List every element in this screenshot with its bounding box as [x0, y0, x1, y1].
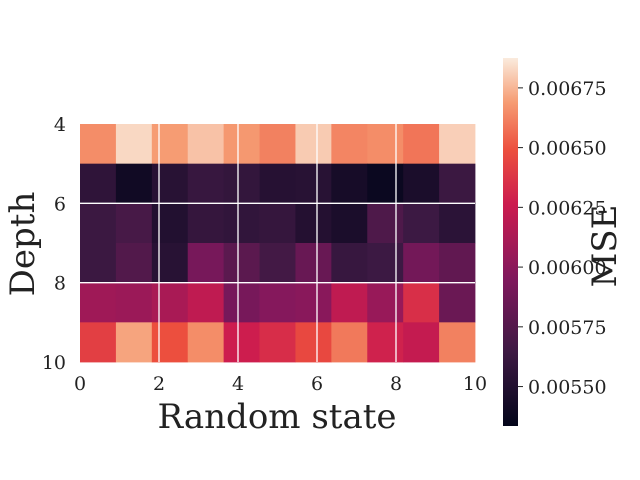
heatmap-cell [151, 163, 189, 204]
heatmap-cell [80, 282, 117, 323]
heatmap-cell [439, 203, 476, 244]
heatmap-cell [331, 163, 368, 204]
heatmap-cell [295, 282, 332, 323]
heatmap-cell [331, 243, 368, 284]
heatmap-cell [367, 243, 404, 284]
heatmap-cell [223, 203, 260, 244]
x-tick-label: 6 [311, 373, 323, 395]
x-axis-ticks: 0 2 4 6 8 10 [74, 373, 487, 395]
heatmap-cell [259, 322, 296, 363]
heatmap-cell [259, 282, 296, 323]
x-axis-title: Random state [158, 397, 397, 437]
heatmap-cell [331, 203, 368, 244]
heatmap-cell [115, 243, 153, 284]
x-tick-label: 10 [463, 373, 487, 395]
heatmap-cell [187, 322, 225, 363]
heatmap-cell [439, 282, 476, 323]
heatmap-cell [367, 282, 404, 323]
colorbar-tick-label: 0.00675 [528, 78, 607, 100]
heatmap-cell [187, 282, 225, 323]
colorbar-tick-label: 0.00550 [528, 377, 607, 399]
heatmap-cell [403, 203, 440, 244]
heatmap-cell [151, 203, 189, 244]
colorbar-tick-label: 0.00600 [528, 257, 607, 279]
colorbar-title: MSE [585, 205, 625, 288]
y-tick-label: 8 [54, 273, 66, 295]
heatmap-cell [223, 282, 260, 323]
colorbar-ticks: 0.00550 0.00575 0.00600 0.00625 0.00650 0.006… [518, 78, 607, 399]
heatmap-cell [295, 243, 332, 284]
colorbar-tick-label: 0.00650 [528, 138, 607, 160]
heatmap-cell [403, 163, 440, 204]
heatmap-cell [115, 322, 153, 363]
heatmap-cell [403, 124, 440, 165]
heatmap-cell [403, 282, 440, 323]
heatmap-cell [80, 163, 117, 204]
heatmap-grid [80, 124, 475, 362]
colorbar [503, 58, 518, 426]
x-tick-label: 2 [153, 373, 165, 395]
heatmap-cell [367, 322, 404, 363]
heatmap-cell [187, 163, 225, 204]
heatmap-cell [151, 243, 189, 284]
x-tick-label: 4 [232, 373, 244, 395]
heatmap-cell [187, 243, 225, 284]
x-tick-label: 8 [390, 373, 402, 395]
heatmap-cell [331, 322, 368, 363]
colorbar-tick-label: 0.00575 [528, 317, 607, 339]
heatmap-cell [259, 124, 296, 165]
heatmap-cell [331, 282, 368, 323]
heatmap-cell [403, 322, 440, 363]
heatmap-cell [439, 322, 476, 363]
heatmap-cell [259, 243, 296, 284]
heatmap-cell [151, 282, 189, 323]
heatmap-cell [295, 124, 332, 165]
heatmap-cell [439, 163, 476, 204]
heatmap-cell [259, 163, 296, 204]
heatmap-cell [115, 124, 153, 165]
heatmap-cell [187, 124, 225, 165]
heatmap-cell [403, 243, 440, 284]
heatmap-cell [259, 203, 296, 244]
heatmap-cell [223, 243, 260, 284]
heatmap-cell [115, 282, 153, 323]
heatmap-cell [367, 203, 404, 244]
y-tick-label: 10 [42, 352, 66, 374]
y-axis-ticks: 4 6 8 10 [42, 114, 66, 374]
heatmap-cell [367, 163, 404, 204]
heatmap-cell [223, 322, 260, 363]
y-tick-label: 4 [54, 114, 66, 136]
heatmap-cell [80, 322, 117, 363]
heatmap-cells [80, 124, 476, 363]
heatmap-cell [151, 124, 189, 165]
heatmap-cell [187, 203, 225, 244]
heatmap-cell [367, 124, 404, 165]
heatmap-cell [80, 203, 117, 244]
y-axis-title: Depth [3, 192, 43, 297]
x-tick-label: 0 [74, 373, 86, 395]
heatmap-cell [151, 322, 189, 363]
heatmap-cell [80, 243, 117, 284]
heatmap-cell [223, 163, 260, 204]
heatmap-cell [295, 163, 332, 204]
heatmap-cell [115, 203, 153, 244]
heatmap-cell [295, 203, 332, 244]
heatmap-cell [115, 163, 153, 204]
heatmap-cell [295, 322, 332, 363]
heatmap-cell [80, 124, 117, 165]
y-tick-label: 6 [54, 193, 66, 215]
heatmap-cell [223, 124, 260, 165]
heatmap-cell [439, 124, 476, 165]
heatmap-cell [331, 124, 368, 165]
heatmap-cell [439, 243, 476, 284]
colorbar-tick-label: 0.00625 [528, 197, 607, 219]
